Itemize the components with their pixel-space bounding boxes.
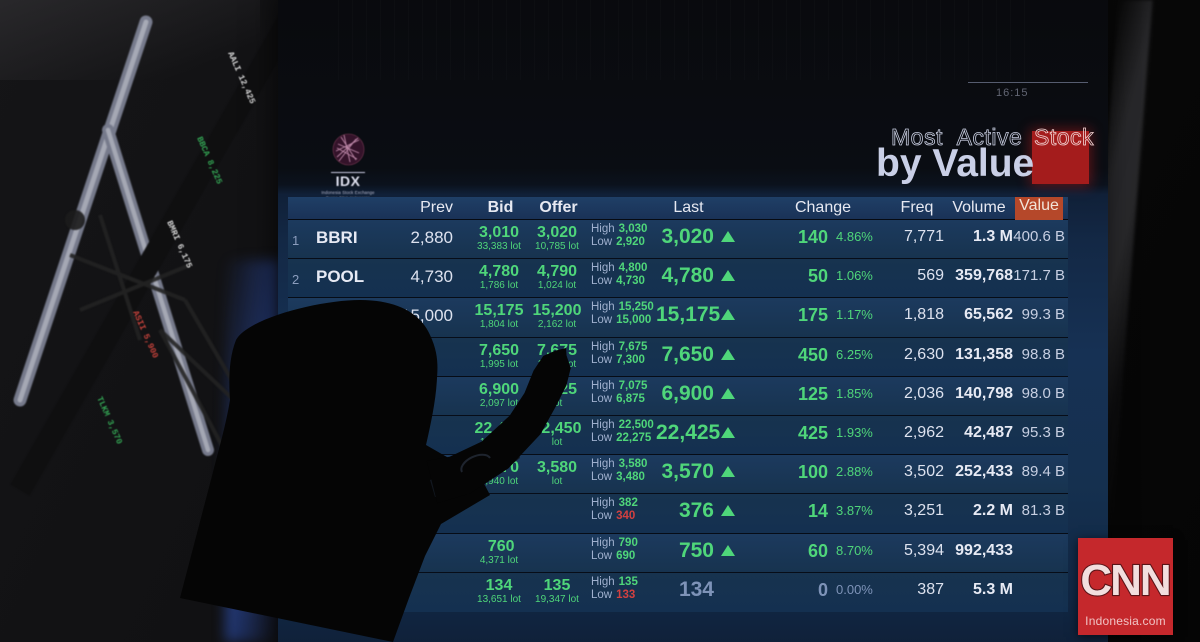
svg-text:CNN: CNN: [1080, 556, 1169, 605]
svg-text:TLKM 3,570: TLKM 3,570: [94, 395, 124, 446]
svg-text:ASII 5,900: ASII 5,900: [130, 309, 160, 360]
svg-text:AALI 12,425: AALI 12,425: [225, 50, 257, 105]
svg-text:BBCA 8,225: BBCA 8,225: [194, 135, 224, 186]
svg-text:BMRI 6,175: BMRI 6,175: [164, 219, 194, 270]
